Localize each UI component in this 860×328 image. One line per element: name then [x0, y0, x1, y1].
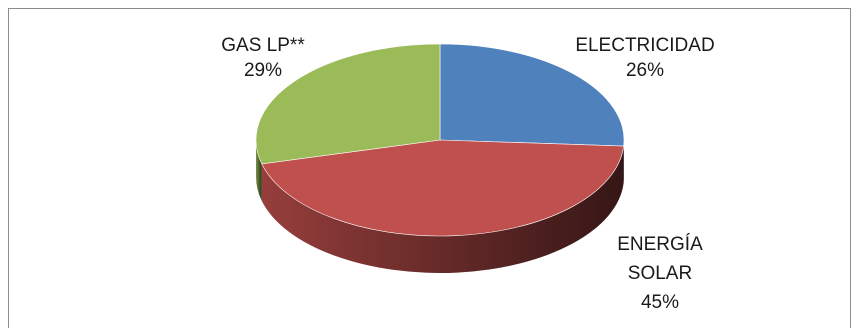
slice-label-gas-value: 29%	[188, 58, 338, 83]
slice-label-gas-name: GAS LP**	[188, 33, 338, 58]
slice-label-solar-value: 45%	[585, 288, 735, 317]
slice-label-solar-line1: ENERGÍA	[585, 230, 735, 259]
slice-label-electricidad-value: 26%	[555, 58, 735, 83]
slice-label-solar-line2: SOLAR	[585, 259, 735, 288]
slice-label-solar: ENERGÍA SOLAR 45%	[585, 230, 735, 317]
slice-label-electricidad-name: ELECTRICIDAD	[555, 33, 735, 58]
slice-label-gas: GAS LP** 29%	[188, 33, 338, 83]
slice-label-electricidad: ELECTRICIDAD 26%	[555, 33, 735, 83]
